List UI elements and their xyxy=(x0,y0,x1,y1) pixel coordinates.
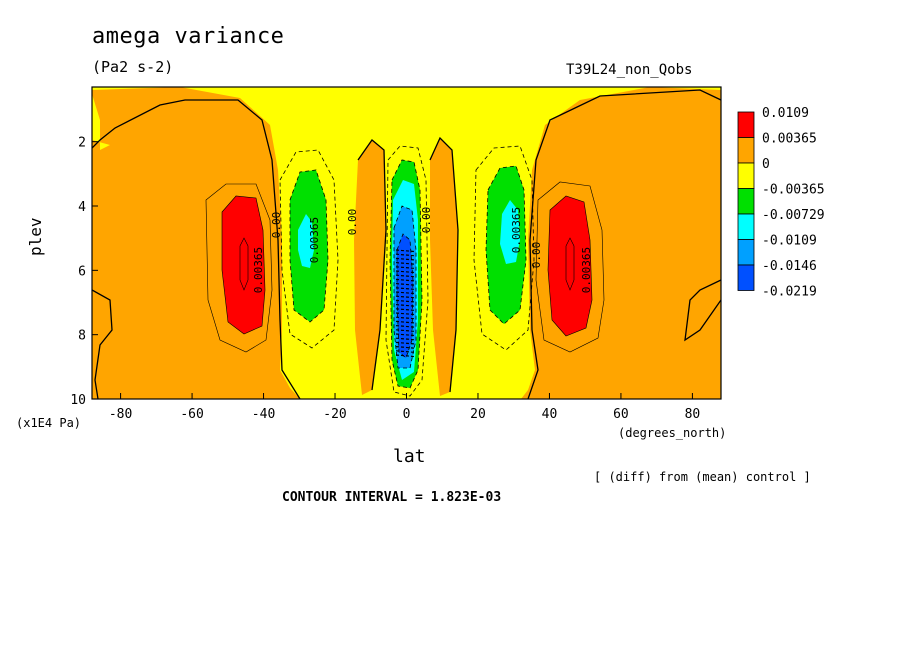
dense-contour-dash xyxy=(395,312,415,316)
x-tick-label: -40 xyxy=(252,407,275,422)
diff-note: [ (diff) from (mean) control ] xyxy=(594,470,811,484)
legend-swatch xyxy=(737,162,755,189)
field-positive-eq-right xyxy=(430,138,458,396)
contour-interval: CONTOUR INTERVAL = 1.823E-03 xyxy=(282,490,502,505)
legend-level-label: -0.0146 xyxy=(762,259,817,274)
dense-contour-dash xyxy=(395,287,415,290)
dense-contour-dash xyxy=(395,291,415,295)
dense-contour-dash xyxy=(395,341,415,345)
legend-swatch xyxy=(737,111,755,138)
x-tick-label: -80 xyxy=(109,407,132,422)
contour-label-group: 0.00365 0.00 0.00365 0.00 0.00 0.00365 0.00 0.0… xyxy=(252,207,593,293)
x-tick-label: 80 xyxy=(685,407,701,422)
legend-level-label: 0 xyxy=(762,157,770,172)
legend-swatch xyxy=(737,239,755,266)
legend-level-label: -0.00365 xyxy=(762,183,825,198)
dense-contour-dash xyxy=(395,325,415,328)
dense-contour-dash xyxy=(395,299,415,303)
contour-label: 0.00 xyxy=(346,209,359,236)
x-tick-label: 60 xyxy=(613,407,629,422)
field-neg-right-cyan xyxy=(500,200,520,264)
x-tick-label: -60 xyxy=(180,407,203,422)
dense-contour-dash xyxy=(395,283,415,286)
dense-contour-dash xyxy=(395,354,415,358)
field-max-left xyxy=(222,196,265,334)
legend-level-label: -0.0219 xyxy=(762,285,817,300)
axis-ticks: -80 -60 -40 -20 0 20 40 60 80 2 4 6 8 10 xyxy=(70,136,700,422)
y-tick-label: 10 xyxy=(70,393,86,408)
dense-contour-dash xyxy=(395,304,415,307)
field-positive-left xyxy=(92,87,300,399)
field-neg-eq-blue xyxy=(397,234,413,358)
legend-swatch xyxy=(737,137,755,164)
legend-swatch xyxy=(737,264,755,291)
dense-contour-dash xyxy=(395,270,415,274)
dense-contour-dash xyxy=(395,253,415,257)
y-tick-label: 6 xyxy=(78,264,86,279)
legend-level-label: -0.00729 xyxy=(762,208,825,223)
y-axis-units: (x1E4 Pa) xyxy=(16,416,82,430)
field-max-right xyxy=(548,196,592,336)
y-tick-label: 8 xyxy=(78,329,86,344)
contour-label: 0.00 xyxy=(420,207,433,234)
field-positive-eq-left xyxy=(354,140,386,395)
field-neg-left-cyan xyxy=(298,214,314,268)
dense-contour-dash xyxy=(395,249,415,253)
dense-contour-dash xyxy=(395,266,415,269)
dense-contour-dash xyxy=(395,295,415,299)
run-label: T39L24_non_Qobs xyxy=(566,62,693,78)
contour-label: 0.00365 xyxy=(580,247,593,293)
y-tick-label: 4 xyxy=(78,200,86,215)
contour-label: 0.00 xyxy=(270,212,283,239)
zero-contours xyxy=(92,89,721,399)
legend-level-label: -0.0109 xyxy=(762,234,817,249)
color-legend: 0.0109 0.00365 0 -0.00365 -0.00729 -0.0109 -0.… xyxy=(737,106,825,300)
contour-label: 0.00365 xyxy=(510,207,523,253)
positive-contours xyxy=(205,181,605,353)
legend-swatch xyxy=(737,213,755,240)
contour-label: 0.00365 xyxy=(308,217,321,263)
dense-contour-dash xyxy=(395,262,415,265)
dense-contour-dash xyxy=(395,274,415,278)
equatorial-dense-contours xyxy=(395,249,415,358)
plot-field xyxy=(92,87,721,399)
dense-contour-dash xyxy=(395,308,415,311)
field-zero-island-left xyxy=(92,94,110,150)
dense-contour-dash xyxy=(395,320,415,324)
dense-contour-dash xyxy=(395,346,415,349)
legend-swatch xyxy=(737,188,755,215)
dense-contour-dash xyxy=(395,329,415,332)
x-axis-units: (degrees_north) xyxy=(618,426,727,440)
x-tick-label: 40 xyxy=(542,407,558,422)
chart-title: amega variance xyxy=(92,24,285,49)
x-axis-label: lat xyxy=(393,446,426,467)
dense-contour-dash xyxy=(395,257,415,261)
legend-level-label: 0.0109 xyxy=(762,106,809,121)
contour-label: 0.00 xyxy=(530,242,543,269)
dense-contour-dash xyxy=(395,350,415,353)
contour-label: 0.00365 xyxy=(252,247,265,293)
dense-contour-dash xyxy=(395,333,415,337)
dense-contour-dash xyxy=(395,278,415,282)
dense-contour-dash xyxy=(395,337,415,341)
legend-level-label: 0.00365 xyxy=(762,132,817,147)
dense-contour-dash xyxy=(395,316,415,320)
x-tick-label: 20 xyxy=(470,407,486,422)
x-tick-label: 0 xyxy=(403,407,411,422)
y-tick-label: 2 xyxy=(78,136,86,151)
x-tick-label: -20 xyxy=(323,407,346,422)
chart-units: (Pa2 s-2) xyxy=(92,58,174,76)
